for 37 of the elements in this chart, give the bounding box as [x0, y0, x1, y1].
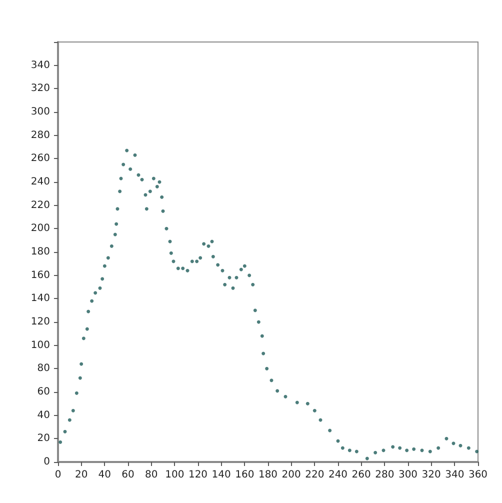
y-tick-label: 200 [30, 223, 50, 234]
y-tick-label: 60 [37, 386, 50, 398]
x-tick-label: 300 [398, 470, 418, 480]
y-tick-label: 0 [44, 456, 50, 468]
y-tick-label: 120 [30, 316, 50, 328]
x-tick-label: 180 [258, 470, 278, 480]
y-tick-label: 340 [30, 60, 50, 71]
x-tick-label: 280 [375, 470, 394, 480]
x-tick-label: 340 [445, 470, 464, 480]
y-tick-label: 100 [30, 340, 50, 351]
y-tick-label: 140 [30, 293, 50, 304]
x-tick-label: 140 [212, 470, 231, 480]
y-tick-label: 220 [30, 200, 50, 211]
x-tick-label: 220 [305, 470, 324, 480]
y-tick-label: 40 [37, 410, 50, 421]
x-tick-label: 240 [328, 470, 348, 480]
x-tick-label: 100 [165, 470, 184, 480]
y-tick-label: 80 [37, 363, 50, 374]
y-tick-label: 320 [30, 83, 50, 94]
x-tick-label: 40 [98, 470, 112, 480]
y-tick-label: 240 [30, 176, 50, 188]
y-tick-label: 300 [30, 106, 50, 118]
y-tick-label: 160 [30, 270, 50, 281]
y-tick-label: 260 [30, 153, 50, 164]
y-tick-label: 20 [37, 433, 50, 444]
x-tick-label: 160 [235, 470, 254, 480]
x-tick-label: 20 [74, 470, 88, 480]
x-tick-label: 0 [54, 470, 62, 480]
x-tick-label: 260 [352, 470, 371, 480]
x-tick-label: 80 [144, 470, 158, 480]
x-tick-label: 360 [468, 470, 488, 480]
y-tick-label: 180 [30, 246, 50, 258]
x-tick-label: 120 [188, 470, 208, 480]
x-tick-label: 320 [422, 470, 441, 480]
x-tick-label: 60 [122, 470, 134, 480]
x-tick-label: 200 [282, 470, 301, 480]
y-tick-label: 280 [30, 130, 50, 141]
